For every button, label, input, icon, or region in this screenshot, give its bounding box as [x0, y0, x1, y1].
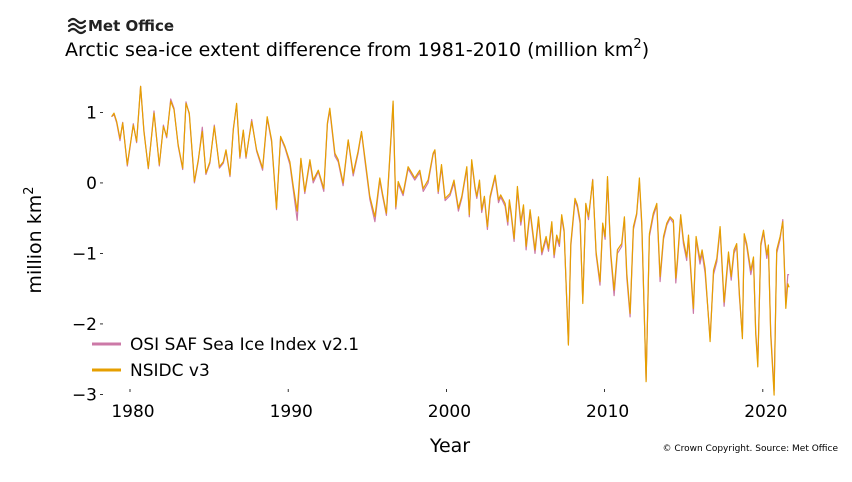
x-tick-label: 1980 — [111, 402, 154, 422]
x-tick-label: 1990 — [270, 402, 313, 422]
copyright-note: © Crown Copyright. Source: Met Office — [662, 444, 838, 454]
y-tick-label: −2 — [72, 315, 97, 335]
x-tick-label: 2020 — [744, 402, 787, 422]
y-ticks: 1 0 −1 −2 −3 — [72, 103, 103, 405]
x-tick-label: 2000 — [428, 402, 471, 422]
chart-title: Arctic sea-ice extent difference from 19… — [65, 37, 649, 61]
y-tick-label: −1 — [72, 244, 97, 264]
legend: OSI SAF Sea Ice Index v2.1 NSIDC v3 — [92, 335, 359, 381]
y-axis-label: million km2 — [22, 186, 46, 293]
series-lines — [111, 85, 790, 396]
x-tick-label: 2010 — [586, 402, 629, 422]
wave-logo-icon — [67, 17, 87, 35]
y-tick-label: −3 — [72, 385, 97, 405]
y-tick-label: 1 — [86, 103, 97, 123]
met-office-logo: Met Office — [67, 17, 174, 35]
logo-text: Met Office — [88, 17, 174, 35]
legend-label-nsidc: NSIDC v3 — [130, 361, 210, 381]
y-tick-label: 0 — [86, 174, 97, 194]
x-axis-label: Year — [429, 435, 470, 457]
x-ticks: 1980 1990 2000 2010 2020 — [111, 389, 787, 422]
legend-label-osi-saf: OSI SAF Sea Ice Index v2.1 — [130, 335, 359, 355]
series-line-nsidc — [111, 85, 790, 396]
